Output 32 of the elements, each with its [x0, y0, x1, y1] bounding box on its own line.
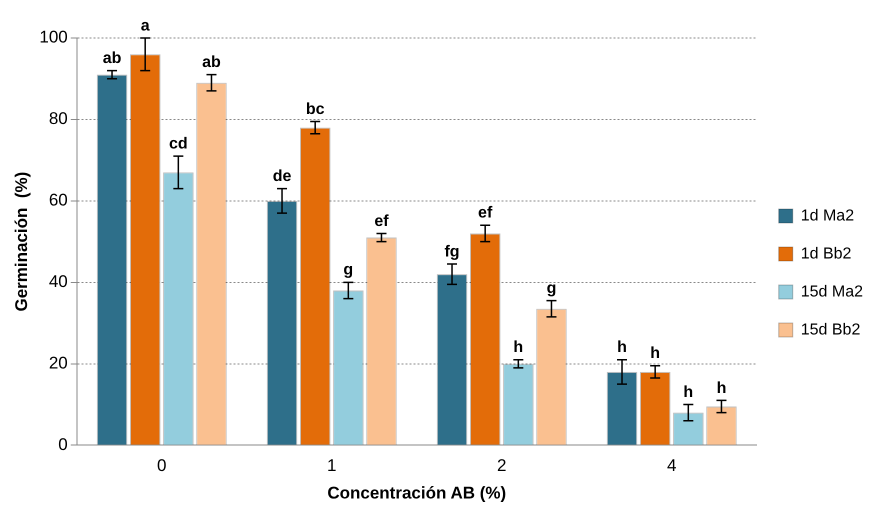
legend-label: 15d Bb2	[800, 321, 860, 338]
data-label: h	[513, 339, 524, 356]
y-tick-label: 0	[58, 434, 68, 454]
y-axis-title: Germinación (%)	[12, 172, 31, 312]
x-tick-label: 1	[327, 456, 336, 476]
data-label: h	[650, 345, 660, 362]
data-label: ef	[478, 204, 493, 222]
data-label: ab	[202, 54, 222, 72]
y-tick-label: 40	[48, 272, 68, 292]
data-label: h	[617, 339, 627, 356]
x-axis-title: Concentración AB (%)	[327, 483, 506, 502]
x-tick-label: 4	[667, 456, 676, 476]
data-label: fg	[444, 243, 460, 260]
data-label: g	[546, 280, 556, 298]
legend-label: 1d Bb2	[800, 245, 852, 262]
data-label: g	[343, 262, 354, 279]
legend-label: 15d Ma2	[800, 283, 864, 300]
legend-label: 1d Ma2	[800, 207, 854, 224]
data-label: ef	[374, 212, 390, 230]
x-tick-label: 0	[157, 456, 166, 476]
data-label: ab	[102, 50, 122, 67]
data-label: bc	[306, 100, 325, 118]
data-label: a	[140, 17, 150, 34]
data-label: h	[683, 384, 694, 401]
data-label: h	[716, 380, 726, 397]
y-tick-label: 100	[39, 28, 68, 47]
x-tick-label: 2	[497, 456, 506, 476]
y-tick-label: 60	[48, 190, 68, 210]
data-label: de	[272, 168, 292, 186]
y-tick-label: 80	[48, 109, 68, 128]
y-tick-label: 20	[48, 353, 68, 372]
data-label: cd	[169, 135, 188, 152]
